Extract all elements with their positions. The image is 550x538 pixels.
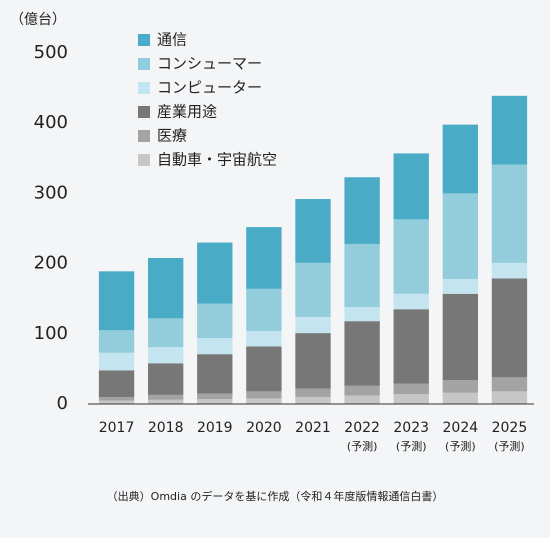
- bar-segment: [295, 396, 331, 404]
- bar-segment: [295, 388, 331, 397]
- legend-label: 通信: [157, 31, 187, 49]
- bar-segment: [295, 262, 331, 317]
- legend-swatch: [138, 130, 150, 142]
- x-tick-label: 2022: [344, 420, 380, 436]
- x-tick-label: 2021: [295, 420, 331, 436]
- legend-label: コンピューター: [157, 79, 262, 97]
- bar-segment: [197, 393, 233, 400]
- legend-swatch: [138, 106, 150, 118]
- legend-label: コンシューマー: [157, 55, 262, 73]
- bar-segment: [344, 243, 380, 308]
- bar-segment: [197, 338, 233, 355]
- x-tick-label: 2020: [246, 420, 282, 436]
- bar-segment: [442, 124, 479, 194]
- legend-swatch: [138, 82, 150, 94]
- bar-segment: [197, 399, 233, 404]
- x-tick-label: 2025: [492, 420, 528, 436]
- bar-segment: [491, 262, 528, 279]
- bar-segment: [442, 193, 479, 280]
- bar-segment: [98, 400, 135, 404]
- bar-segment: [147, 347, 184, 364]
- y-tick-label: 0: [57, 393, 68, 414]
- bar-segment: [197, 242, 233, 304]
- bar-segment: [246, 288, 282, 331]
- bar-segment: [344, 177, 380, 244]
- y-tick-label: 300: [34, 182, 68, 203]
- x-tick-label: 2019: [197, 420, 233, 436]
- y-tick-label: 100: [34, 323, 68, 344]
- bar-segment: [344, 385, 380, 396]
- legend-label: 自動車・宇宙航空: [157, 151, 277, 169]
- x-tick-label: 2023: [393, 420, 429, 436]
- x-tick-note: (予測): [396, 439, 427, 453]
- x-tick-note: (予測): [347, 439, 378, 453]
- x-tick-note: (予測): [494, 439, 525, 453]
- bar-segment: [491, 391, 528, 404]
- bar-segment: [393, 153, 429, 220]
- bar-segment: [393, 383, 429, 395]
- bar-segment: [246, 330, 282, 347]
- legend-swatch: [138, 34, 150, 46]
- bar-segment: [491, 95, 528, 165]
- bar-segment: [344, 395, 380, 404]
- bar-segment: [491, 164, 528, 263]
- x-tick-label: 2018: [148, 420, 184, 436]
- bar-segment: [295, 333, 331, 389]
- bar-segment: [147, 257, 184, 319]
- bar-segment: [147, 399, 184, 404]
- bar-segment: [295, 199, 331, 263]
- bar-segment: [393, 293, 429, 310]
- bar-segment: [491, 377, 528, 392]
- bar-segment: [442, 279, 479, 294]
- bar-segment: [393, 394, 429, 404]
- bar-segment: [98, 396, 135, 401]
- bar-segment: [147, 363, 184, 395]
- legend-label: 医療: [157, 127, 187, 145]
- bar-segment: [197, 354, 233, 394]
- bar-segment: [344, 307, 380, 322]
- bar-segment: [98, 370, 135, 397]
- bar-segment: [98, 271, 135, 331]
- x-tick-note: (予測): [445, 439, 476, 453]
- y-tick-label: 400: [34, 112, 68, 133]
- bar-segment: [491, 278, 528, 378]
- bar-segment: [295, 316, 331, 334]
- x-tick-label: 2017: [99, 420, 135, 436]
- y-tick-label: 500: [34, 42, 68, 63]
- legend-label: 産業用途: [157, 103, 217, 121]
- bar-segment: [98, 330, 135, 353]
- bar-segment: [393, 219, 429, 294]
- bar-segment: [442, 392, 479, 404]
- bar-segment: [246, 391, 282, 399]
- bar-segment: [442, 380, 479, 393]
- bar-segment: [197, 303, 233, 339]
- bar-segment: [246, 398, 282, 404]
- x-tick-label: 2024: [443, 420, 479, 436]
- bar-segment: [246, 227, 282, 289]
- source-note: （出典）Omdia のデータを基に作成（令和４年度版情報通信白書）: [107, 489, 444, 503]
- bar-segment: [344, 321, 380, 386]
- bar-segment: [98, 352, 135, 371]
- y-tick-label: 200: [34, 253, 68, 274]
- bar-segment: [393, 309, 429, 384]
- bar-segment: [147, 394, 184, 400]
- bar-segment: [246, 346, 282, 392]
- bar-segment: [442, 293, 479, 381]
- legend-swatch: [138, 58, 150, 70]
- legend-swatch: [138, 154, 150, 166]
- bar-segment: [147, 318, 184, 348]
- y-axis-label: （億台）: [10, 12, 66, 28]
